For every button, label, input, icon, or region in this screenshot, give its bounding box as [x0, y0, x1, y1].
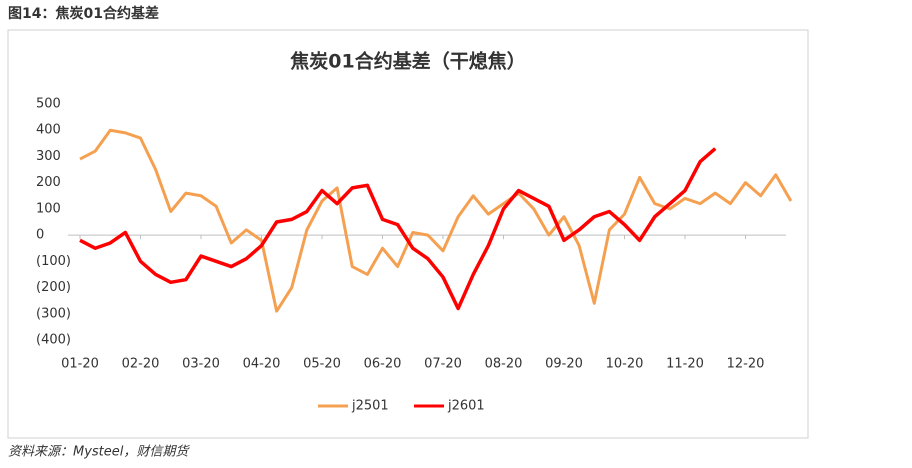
- legend-label: j2601: [447, 399, 485, 414]
- y-tick-label: (100): [36, 254, 71, 269]
- series-line: [79, 128, 793, 313]
- x-tick-label: 09-20: [545, 357, 583, 372]
- x-tick-label: 04-20: [243, 357, 281, 372]
- caption: 图14：焦炭01合约基差: [8, 5, 159, 22]
- series-line: [79, 147, 717, 311]
- y-tick-label: 100: [36, 201, 61, 216]
- y-tick-label: 400: [36, 123, 61, 138]
- x-tick-label: 10-20: [606, 357, 644, 372]
- y-tick-label: 500: [36, 97, 61, 112]
- x-tick-label: 06-20: [364, 357, 402, 372]
- y-tick-label: 200: [36, 175, 61, 190]
- y-tick-label: (400): [36, 333, 71, 348]
- y-tick-label: (300): [36, 306, 71, 321]
- y-tick-label: (200): [36, 280, 71, 295]
- chart-title: 焦炭01合约基差（干熄焦）: [289, 50, 525, 73]
- x-tick-label: 08-20: [485, 357, 523, 372]
- x-tick-label: 02-20: [122, 357, 160, 372]
- x-tick-label: 03-20: [182, 357, 220, 372]
- x-tick-label: 01-20: [61, 357, 99, 372]
- x-tick-label: 11-20: [666, 357, 704, 372]
- chart-frame: [7, 29, 809, 439]
- source: 资料来源：Mysteel，财信期货: [8, 445, 190, 460]
- x-tick-label: 05-20: [303, 357, 341, 372]
- y-tick-label: 0: [36, 228, 44, 243]
- x-tick-label: 12-20: [727, 357, 765, 372]
- y-tick-label: 300: [36, 149, 61, 164]
- legend-label: j2501: [351, 399, 389, 414]
- x-tick-label: 07-20: [424, 357, 462, 372]
